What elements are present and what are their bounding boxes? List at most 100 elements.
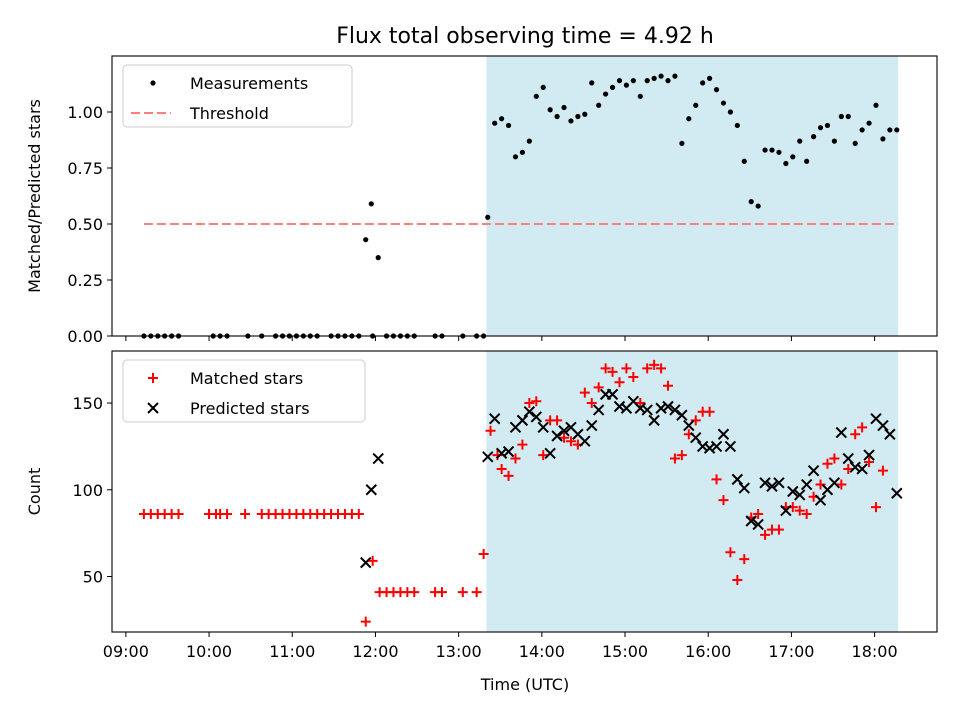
predicted-star-point: [752, 518, 764, 531]
measurement-point: [686, 116, 692, 122]
measurement-point: [734, 122, 740, 129]
measurement-point: [873, 102, 879, 108]
matched-star-point: [538, 450, 549, 461]
x-tick-label: 10:00: [186, 642, 232, 661]
legend-marker-predicted-stars: [147, 402, 159, 414]
measurement-point: [810, 134, 817, 140]
measurement-point: [485, 214, 491, 220]
plot-frame-panel-2: [111, 350, 938, 633]
predicted-star-point: [863, 449, 875, 461]
y-axis-label-panel-2: Count: [25, 468, 44, 516]
matched-star-point: [593, 382, 604, 393]
measurement-point: [700, 80, 706, 86]
predicted-star-point: [766, 480, 778, 493]
measurement-point: [866, 120, 872, 126]
predicted-star-point: [558, 425, 570, 437]
measurement-point: [748, 199, 754, 205]
x-tick-label: 11:00: [269, 642, 315, 661]
matched-star-point: [173, 509, 184, 520]
measurement-point: [776, 149, 782, 155]
matched-star-point: [760, 529, 771, 540]
predicted-star-point: [794, 489, 806, 501]
legend-marker-matched-stars: [148, 373, 158, 383]
predicted-star-point: [787, 485, 799, 498]
matched-star-point: [524, 398, 535, 409]
predicted-star-point: [884, 428, 896, 440]
predicted-star-point: [814, 494, 827, 506]
matched-star-point: [870, 502, 881, 513]
measurement-point: [804, 158, 810, 164]
predicted-star-point: [662, 400, 674, 413]
matched-star-point: [457, 587, 468, 598]
predicted-star-point: [365, 484, 377, 496]
measurement-point: [797, 138, 803, 144]
measurement-point: [512, 154, 519, 160]
measurement-point: [363, 237, 369, 243]
measurement-point: [603, 91, 609, 97]
matched-star-point: [485, 425, 496, 436]
measurement-point: [852, 140, 858, 146]
y-tick-label: 1.00: [67, 103, 103, 122]
matched-star-point: [437, 587, 447, 598]
matched-star-point: [409, 587, 420, 598]
measurement-point: [887, 127, 893, 133]
matched-star-point: [353, 509, 364, 520]
matched-star-point: [822, 458, 833, 469]
measurement-point: [589, 80, 595, 86]
y-tick-label: 0.75: [67, 159, 103, 178]
measurement-point: [665, 78, 671, 84]
legend-label: Predicted stars: [190, 399, 310, 418]
predicted-star-point: [502, 445, 515, 458]
measurement-point: [880, 136, 886, 142]
matched-star-point: [773, 524, 784, 535]
measurement-point: [783, 160, 789, 167]
y-tick-label: 0.25: [67, 271, 103, 290]
legend-box-panel-2: [122, 359, 366, 423]
x-tick-label: 17:00: [768, 642, 814, 661]
measurement-point: [582, 111, 588, 117]
y-tick-label: 150: [72, 394, 103, 413]
matched-star-point: [753, 509, 764, 520]
y-tick-label: 50: [83, 567, 103, 586]
matched-star-point: [690, 415, 701, 426]
predicted-star-point: [676, 409, 688, 421]
predicted-star-point: [488, 412, 501, 425]
x-tick-label: 14:00: [519, 642, 565, 661]
measurement-point: [554, 113, 560, 120]
matched-star-point: [559, 432, 570, 443]
chart-title: Flux total observing time = 4.92 h: [336, 24, 714, 49]
measurement-point: [499, 116, 505, 122]
predicted-star-point: [828, 477, 841, 489]
matched-star-point: [725, 547, 736, 558]
y-tick-label: 0.00: [67, 327, 103, 346]
predicted-star-point: [842, 452, 854, 465]
measurement-point: [831, 138, 837, 144]
predicted-star-point: [891, 487, 903, 499]
measurement-point: [720, 100, 727, 106]
x-tick-label: 15:00: [602, 642, 648, 661]
matched-star-point: [864, 457, 875, 468]
matched-star-point: [579, 387, 590, 398]
predicted-star-point: [551, 430, 563, 442]
predicted-star-point: [523, 406, 536, 418]
matched-star-point: [552, 415, 563, 426]
matched-star-point: [471, 587, 482, 598]
measurement-point: [769, 147, 775, 153]
matched-star-point: [510, 453, 521, 464]
matched-star-point: [503, 470, 514, 481]
predicted-star-point: [780, 504, 792, 517]
predicted-star-point: [835, 426, 848, 439]
measurement-point: [824, 122, 831, 129]
measurement-point: [727, 109, 734, 115]
predicted-star-point: [516, 414, 529, 427]
predicted-star-point: [360, 556, 372, 569]
matched-star-point: [676, 450, 687, 461]
predicted-star-point: [530, 411, 542, 423]
predicted-star-point: [579, 435, 591, 447]
matched-star-point: [829, 453, 840, 464]
predicted-star-point: [544, 447, 556, 460]
y-axis-label-panel-1: Matched/Predicted stars: [25, 99, 44, 293]
predicted-star-point: [696, 440, 709, 453]
measurement-point: [492, 120, 498, 126]
